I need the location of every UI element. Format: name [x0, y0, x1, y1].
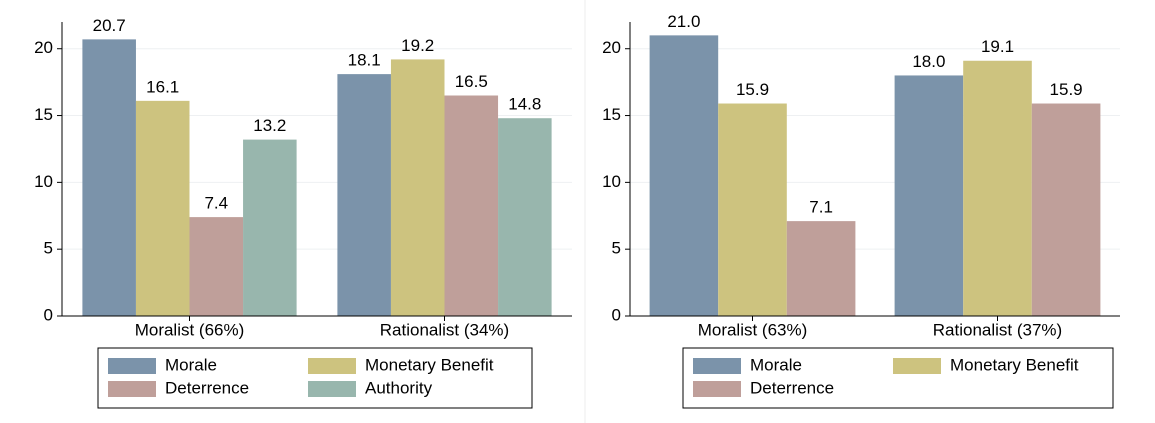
bar — [894, 75, 964, 316]
x-tick-label: Moralist (63%) — [698, 320, 808, 339]
bar — [390, 59, 445, 316]
bar — [786, 221, 856, 316]
legend-swatch — [693, 381, 741, 397]
y-tick-label: 20 — [602, 38, 621, 57]
bar — [444, 95, 499, 316]
bar — [243, 139, 297, 316]
y-tick-label: 15 — [602, 105, 621, 124]
bar — [82, 39, 136, 316]
legend-label: Monetary Benefit — [365, 355, 494, 374]
value-label: 14.8 — [508, 95, 541, 114]
y-tick-label: 20 — [34, 38, 53, 57]
value-label: 16.5 — [455, 72, 488, 91]
value-label: 20.7 — [93, 16, 126, 35]
value-label: 15.9 — [736, 80, 769, 99]
legend-label: Deterrence — [165, 378, 249, 397]
bar — [337, 74, 391, 316]
legend-label: Monetary Benefit — [950, 355, 1079, 374]
bar — [498, 118, 552, 316]
bar — [963, 60, 1032, 316]
legend-swatch — [108, 358, 156, 374]
y-tick-label: 0 — [44, 305, 53, 324]
y-tick-label: 5 — [612, 239, 621, 258]
legend-box — [682, 347, 1114, 409]
legend-box — [97, 347, 533, 409]
bar — [135, 100, 190, 316]
bar — [649, 35, 719, 316]
x-tick-label: Rationalist (37%) — [933, 320, 1062, 339]
legend-label: Morale — [165, 355, 217, 374]
value-label: 21.0 — [667, 12, 700, 31]
value-label: 19.1 — [981, 37, 1014, 56]
y-tick-label: 0 — [612, 305, 621, 324]
legend-swatch — [108, 381, 156, 397]
legend-label: Authority — [365, 378, 433, 397]
bar — [718, 103, 787, 316]
value-label: 13.2 — [253, 116, 286, 135]
legend-label: Morale — [750, 355, 802, 374]
value-label: 19.2 — [401, 36, 434, 55]
x-tick-label: Moralist (66%) — [135, 320, 245, 339]
value-label: 18.1 — [348, 51, 381, 70]
y-tick-label: 10 — [602, 172, 621, 191]
value-label: 7.1 — [809, 198, 833, 217]
value-label: 7.4 — [204, 194, 228, 213]
legend-swatch — [308, 358, 356, 374]
x-tick-label: Rationalist (34%) — [380, 320, 509, 339]
legend-swatch — [308, 381, 356, 397]
y-tick-label: 5 — [44, 239, 53, 258]
value-label: 18.0 — [912, 52, 945, 71]
legend-label: Deterrence — [750, 378, 834, 397]
legend-swatch — [893, 358, 941, 374]
value-label: 15.9 — [1050, 80, 1083, 99]
value-label: 16.1 — [146, 77, 179, 96]
legend-swatch — [693, 358, 741, 374]
bar — [189, 217, 244, 316]
y-tick-label: 15 — [34, 105, 53, 124]
y-tick-label: 10 — [34, 172, 53, 191]
bar — [1031, 103, 1101, 316]
